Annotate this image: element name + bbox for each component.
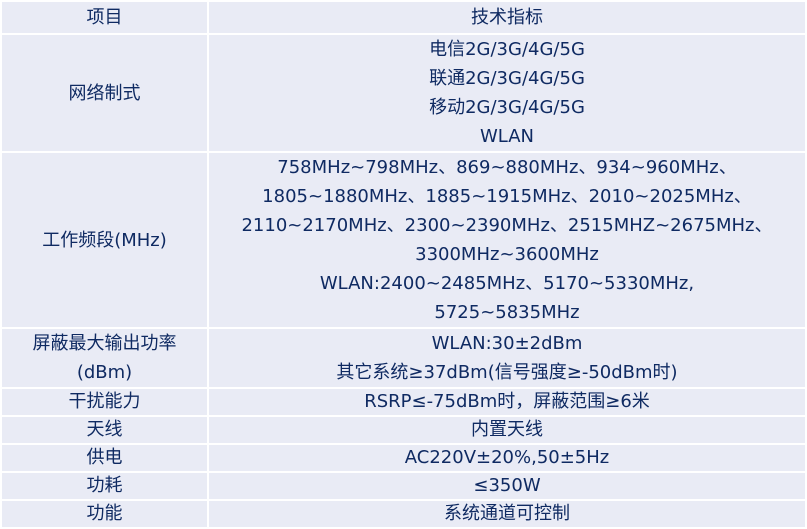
row-value: 内置天线	[207, 415, 807, 445]
value-line: 其它系统≥37dBm(信号强度≥-50dBm时)	[336, 362, 678, 383]
row-label: 功能	[0, 499, 209, 529]
table-row: 功耗 ≤350W	[0, 471, 807, 501]
row-value: RSRP≤-75dBm时，屏蔽范围≥6米	[207, 387, 807, 417]
row-label: 干扰能力	[0, 387, 209, 417]
label-text: 网络制式	[68, 82, 141, 104]
row-value: 电信2G/3G/4G/5G 联通2G/3G/4G/5G 移动2G/3G/4G/5…	[207, 33, 807, 153]
value-line: 2110~2170MHz、2300~2390MHz、2515MHZ~2675MH…	[241, 215, 773, 236]
header-row: 项目 技术指标	[0, 0, 807, 35]
table-row: 供电 AC220V±20%,50±5Hz	[0, 443, 807, 473]
header-spec: 技术指标	[207, 0, 807, 35]
table-row: 网络制式 电信2G/3G/4G/5G 联通2G/3G/4G/5G 移动2G/3G…	[0, 33, 807, 153]
value-line: 移动2G/3G/4G/5G	[429, 97, 585, 118]
table-row: 功能 系统通道可控制	[0, 499, 807, 529]
header-item: 项目	[0, 0, 209, 35]
row-value: AC220V±20%,50±5Hz	[207, 443, 807, 473]
value-line: WLAN	[479, 126, 535, 147]
table-row: 干扰能力 RSRP≤-75dBm时，屏蔽范围≥6米	[0, 387, 807, 417]
value-line: 5725~5835MHz	[434, 302, 580, 323]
row-label: 屏蔽最大输出功率 (dBm)	[0, 327, 209, 389]
row-label: 网络制式	[0, 33, 209, 153]
row-value: WLAN:30±2dBm 其它系统≥37dBm(信号强度≥-50dBm时)	[207, 327, 807, 389]
value-line: WLAN:2400~2485MHz、5170~5330MHz,	[319, 273, 695, 294]
label-text: 工作频段(MHz)	[42, 229, 167, 251]
value-line: 3300MHz~3600MHz	[415, 244, 599, 265]
table-row: 工作频段(MHz) 758MHz~798MHz、869~880MHz、934~9…	[0, 151, 807, 329]
table-row: 天线 内置天线	[0, 415, 807, 445]
value-line: 1805~1880MHz、1885~1915MHz、2010~2025MHz、	[262, 186, 752, 207]
table-row: 屏蔽最大输出功率 (dBm) WLAN:30±2dBm 其它系统≥37dBm(信…	[0, 327, 807, 389]
value-line: WLAN:30±2dBm	[431, 333, 583, 354]
row-value: 758MHz~798MHz、869~880MHz、934~960MHz、 180…	[207, 151, 807, 329]
row-label: 工作频段(MHz)	[0, 151, 209, 329]
value-line: 电信2G/3G/4G/5G	[429, 39, 585, 60]
row-label: 天线	[0, 415, 209, 445]
value-line: 联通2G/3G/4G/5G	[429, 68, 585, 89]
row-label: 功耗	[0, 471, 209, 501]
label-text: 屏蔽最大输出功率	[32, 333, 177, 354]
row-value: 系统通道可控制	[207, 499, 807, 529]
value-line: 758MHz~798MHz、869~880MHz、934~960MHz、	[277, 157, 737, 178]
row-label: 供电	[0, 443, 209, 473]
row-value: ≤350W	[207, 471, 807, 501]
label-text: (dBm)	[76, 362, 133, 383]
